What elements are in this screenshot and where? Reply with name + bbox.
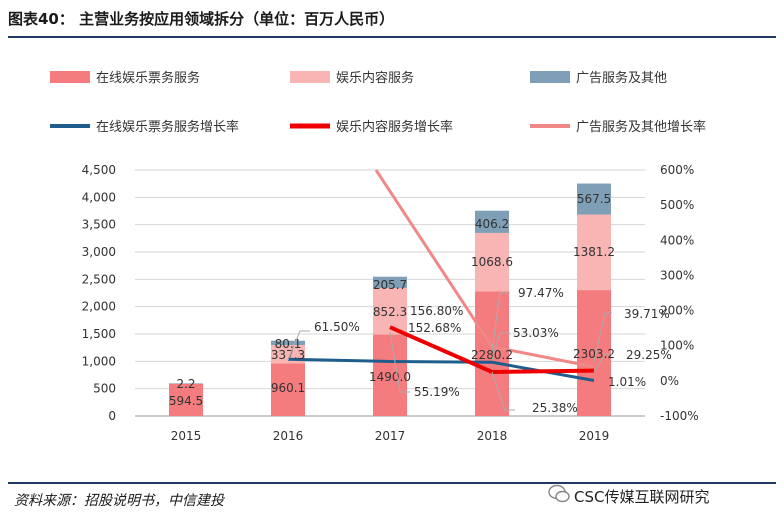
bar-value-label: 960.1 — [271, 381, 305, 395]
bar-value-label: 1068.6 — [471, 255, 513, 269]
y-right-tick-label: 0% — [660, 374, 679, 388]
legend-label: 广告服务及其他 — [576, 70, 667, 86]
bar-segment — [475, 291, 509, 416]
leader-line — [389, 331, 410, 393]
growth-value-label: 53.03% — [513, 326, 559, 340]
growth-value-label: 55.19% — [414, 385, 460, 399]
leader-line — [491, 332, 510, 361]
growth-line — [389, 325, 595, 374]
leader-line — [593, 353, 612, 373]
header-rule — [8, 36, 776, 38]
legend-label: 在线娱乐票务服务增长率 — [96, 119, 239, 135]
y-left-tick-label: 1,500 — [82, 327, 116, 341]
legend-label: 娱乐内容服务增长率 — [336, 119, 453, 135]
y-left-tick-label: 2,500 — [82, 272, 116, 286]
y-left-tick-label: 0 — [108, 409, 116, 423]
bar-value-label: 1490.0 — [369, 370, 411, 384]
y-right-tick-label: 200% — [660, 304, 694, 318]
bar-segment — [475, 232, 509, 292]
footer-rule — [8, 482, 776, 484]
bar-value-label: 2303.2 — [573, 347, 615, 361]
y-left-tick-label: 4,500 — [82, 163, 116, 177]
bar-segment — [577, 214, 611, 291]
bar-segment — [577, 183, 611, 215]
bar-value-label: 1381.2 — [573, 245, 615, 259]
y-left-tick-label: 4,000 — [82, 190, 116, 204]
bar-value-label: 80.1 — [275, 337, 302, 351]
brand-label: CSC传媒互联网研究 — [574, 488, 710, 506]
y-right-tick-label: 600% — [660, 163, 694, 177]
bar-segment — [271, 340, 305, 346]
leader-line — [593, 312, 612, 363]
source-note: 资料来源：招股说明书，中信建投 — [14, 493, 224, 509]
y-left-tick-label: 500 — [93, 382, 116, 396]
bar-segment — [169, 383, 203, 384]
legend-swatch — [530, 71, 570, 83]
bar-segment — [577, 290, 611, 416]
growth-value-label: 156.80% — [410, 304, 463, 318]
bar-segment — [271, 363, 305, 416]
growth-value-label: 152.68% — [408, 321, 461, 335]
legend-swatch — [290, 71, 330, 83]
bar-value-label: 337.3 — [271, 348, 305, 362]
y-right-tick-label: 500% — [660, 198, 694, 212]
y-right-tick-label: -100% — [660, 409, 699, 423]
growth-value-label: 61.50% — [314, 320, 360, 334]
x-tick-label: 2019 — [579, 429, 610, 443]
bar-segment — [373, 276, 407, 288]
bar-value-label: 406.2 — [475, 217, 509, 231]
bar-value-label: 567.5 — [577, 192, 611, 206]
y-right-tick-label: 100% — [660, 339, 694, 353]
x-tick-label: 2018 — [477, 429, 508, 443]
legend-label: 在线娱乐票务服务 — [96, 70, 200, 86]
growth-value-label: 97.47% — [518, 286, 564, 300]
wechat-icon — [548, 484, 570, 503]
y-left-tick-label: 1,000 — [82, 354, 116, 368]
y-left-tick-label: 3,000 — [82, 245, 116, 259]
leader-line — [491, 292, 510, 352]
bar-segment — [373, 287, 407, 335]
x-tick-label: 2015 — [171, 429, 202, 443]
y-left-tick-label: 2,000 — [82, 300, 116, 314]
legend-label: 娱乐内容服务 — [336, 70, 414, 86]
y-right-tick-label: 300% — [660, 268, 694, 282]
bar-segment — [475, 210, 509, 233]
growth-value-label: 29.25% — [626, 348, 672, 362]
growth-value-label: 39.71% — [624, 307, 670, 321]
growth-value-label: 1.01% — [608, 375, 646, 389]
x-tick-label: 2016 — [273, 429, 304, 443]
bar-value-label: 2.2 — [176, 377, 195, 391]
bar-value-label: 852.3 — [373, 305, 407, 319]
bar-value-label: 2280.2 — [471, 348, 513, 362]
legend-label: 广告服务及其他增长率 — [576, 119, 706, 135]
chart-title: 图表40： 主营业务按应用领域拆分（单位：百万人民币） — [8, 10, 395, 28]
x-tick-label: 2017 — [375, 429, 406, 443]
bar-segment — [373, 334, 407, 416]
chart-canvas: 0 500 1,000 1,500 2,000 2,500 3,000 3,500 4,000 4… — [50, 70, 706, 443]
legend-swatch — [50, 71, 90, 83]
growth-value-label: 25.38% — [532, 401, 578, 415]
leader-line — [491, 371, 515, 411]
y-left-tick-label: 3,500 — [82, 218, 116, 232]
bar-segment — [169, 383, 203, 416]
growth-line — [374, 169, 595, 369]
bar-value-label: 205.7 — [373, 278, 407, 292]
leader-line — [287, 330, 310, 361]
bar-value-label: 594.5 — [169, 394, 203, 408]
y-right-tick-label: 400% — [660, 233, 694, 247]
